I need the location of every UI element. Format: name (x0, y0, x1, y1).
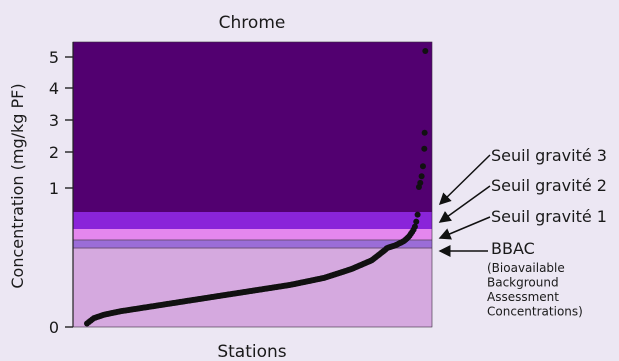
y-tick-label: 3 (49, 111, 59, 130)
zone-band-1 (73, 248, 432, 327)
y-tick-label: 5 (49, 48, 59, 67)
zone-band-5 (73, 42, 432, 212)
data-point (411, 223, 418, 230)
data-point-outlier (422, 48, 429, 54)
bbac-sublabel-line: Concentrations) (487, 305, 583, 319)
data-point (413, 218, 420, 225)
y-tick-label: 1 (49, 179, 59, 198)
data-point (418, 173, 425, 180)
chart-title: Chrome (219, 13, 286, 33)
data-point (421, 145, 428, 152)
zone-band-4 (73, 212, 432, 229)
label-seuil-2: Seuil gravité 2 (491, 176, 607, 195)
label-bbac: BBAC (491, 239, 535, 258)
y-tick-label: 2 (49, 143, 59, 162)
label-seuil-3-arrow (438, 154, 491, 206)
data-point-outlier (421, 129, 428, 136)
data-point (419, 163, 426, 170)
label-seuil-2-arrow (438, 185, 491, 223)
y-axis-label: Concentration (mg/kg PF) (8, 83, 27, 288)
data-point (417, 179, 424, 186)
bbac-sublabel-line: Assessment (487, 290, 559, 304)
label-seuil-1: Seuil gravité 1 (491, 207, 607, 226)
label-seuil-1-arrow (438, 216, 491, 240)
y-tick-label: 0 (49, 318, 59, 337)
bbac-sublabel-line: Background (487, 276, 559, 290)
zone-band-2 (73, 240, 432, 248)
y-tick-label: 4 (49, 79, 59, 98)
zone-band-3 (73, 229, 432, 240)
data-point (414, 211, 421, 218)
bbac-sublabel-line: (Bioavailable (487, 261, 565, 275)
x-axis-label: Stations (217, 342, 286, 361)
label-seuil-3: Seuil gravité 3 (491, 146, 607, 165)
